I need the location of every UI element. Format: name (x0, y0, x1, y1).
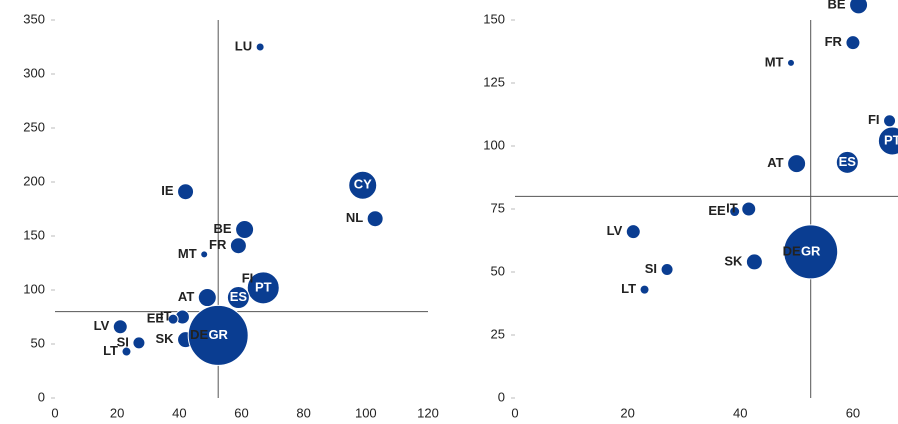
bubble-label: EE (708, 203, 726, 218)
bubble (348, 170, 378, 200)
bubble (197, 288, 217, 308)
x-tick-label: 20 (110, 405, 124, 420)
bubble-label: ES (839, 154, 857, 169)
bubble-label: GR (801, 243, 821, 258)
bubble-label: CY (354, 177, 372, 192)
bubble (625, 224, 641, 240)
bubble (883, 114, 897, 128)
bubble-label: GR (208, 327, 228, 342)
bubble (226, 286, 250, 310)
bubble-label: BE (828, 0, 846, 11)
bubble-label: AT (178, 289, 194, 304)
y-tick-label: 250 (23, 119, 45, 134)
y-tick-label: 25 (491, 326, 505, 341)
bubble-label: FR (825, 34, 843, 49)
bubble-label: MT (765, 54, 784, 69)
bubble (200, 250, 209, 259)
bubble-label: NL (346, 210, 363, 225)
bubble (187, 304, 249, 366)
y-tick-label: 200 (23, 173, 45, 188)
bubble (835, 150, 859, 174)
bubble (366, 210, 384, 228)
bubble (786, 58, 795, 67)
bubble (787, 154, 807, 174)
bubble (845, 35, 861, 51)
bubble (877, 126, 898, 156)
y-tick-label: 150 (483, 11, 505, 26)
y-tick-label: 100 (23, 281, 45, 296)
bubble-label: SK (724, 253, 743, 268)
bubble (660, 262, 674, 276)
bubble (132, 336, 146, 350)
bubble-label: EE (147, 311, 165, 326)
bubble-label: FI (242, 271, 254, 286)
y-tick-label: 0 (498, 389, 505, 404)
bubble (246, 271, 280, 305)
y-tick-label: 50 (31, 335, 45, 350)
y-tick-label: 100 (483, 137, 505, 152)
bubble (849, 0, 869, 15)
y-tick-label: 300 (23, 65, 45, 80)
y-tick-label: 75 (491, 200, 505, 215)
x-tick-label: 0 (51, 405, 58, 420)
bubble-label: LV (94, 318, 110, 333)
bubble-label: BE (214, 221, 232, 236)
x-tick-label: 100 (355, 405, 377, 420)
bubble (729, 206, 741, 218)
x-tick-label: 20 (620, 405, 634, 420)
y-tick-label: 0 (38, 389, 45, 404)
bubble (121, 346, 132, 357)
bubble (235, 220, 255, 240)
bubble (639, 284, 650, 295)
bubble (745, 253, 763, 271)
bubble-label: DE (783, 243, 801, 258)
bubble-label: MT (178, 246, 197, 261)
x-tick-label: 120 (417, 405, 439, 420)
y-tick-label: 150 (23, 227, 45, 242)
bubble (167, 313, 179, 325)
y-tick-label: 50 (491, 263, 505, 278)
bubble-label: LT (103, 343, 118, 358)
x-tick-label: 80 (296, 405, 310, 420)
bubble (177, 183, 195, 201)
bubble (783, 224, 839, 280)
y-tick-label: 125 (483, 74, 505, 89)
bubble (112, 319, 128, 335)
bubble-label: IE (161, 183, 174, 198)
x-tick-label: 0 (511, 405, 518, 420)
bubble-label: DE (190, 327, 208, 342)
bubble-label: AT (767, 155, 783, 170)
bubble-label: SK (155, 331, 174, 346)
bubble-label: LT (621, 281, 636, 296)
bubble-label: FI (868, 112, 880, 127)
bubble-label: PT (255, 279, 272, 294)
bubble-label: SI (117, 334, 129, 349)
bubble-label: IT (726, 200, 738, 215)
bubble-label: SI (645, 261, 657, 276)
bubble-label: ES (230, 289, 248, 304)
y-tick-label: 350 (23, 11, 45, 26)
bubble (741, 201, 757, 217)
bubble (255, 42, 265, 52)
x-tick-label: 40 (733, 405, 747, 420)
bubble-label: IT (160, 308, 172, 323)
bubble-label: FR (209, 237, 227, 252)
bubble-label: LU (235, 38, 252, 53)
bubble (229, 237, 247, 255)
x-tick-label: 40 (172, 405, 186, 420)
bubble-label: PT (884, 132, 898, 147)
bubble-label: LV (607, 223, 623, 238)
x-tick-label: 60 (234, 405, 248, 420)
x-tick-label: 60 (846, 405, 860, 420)
